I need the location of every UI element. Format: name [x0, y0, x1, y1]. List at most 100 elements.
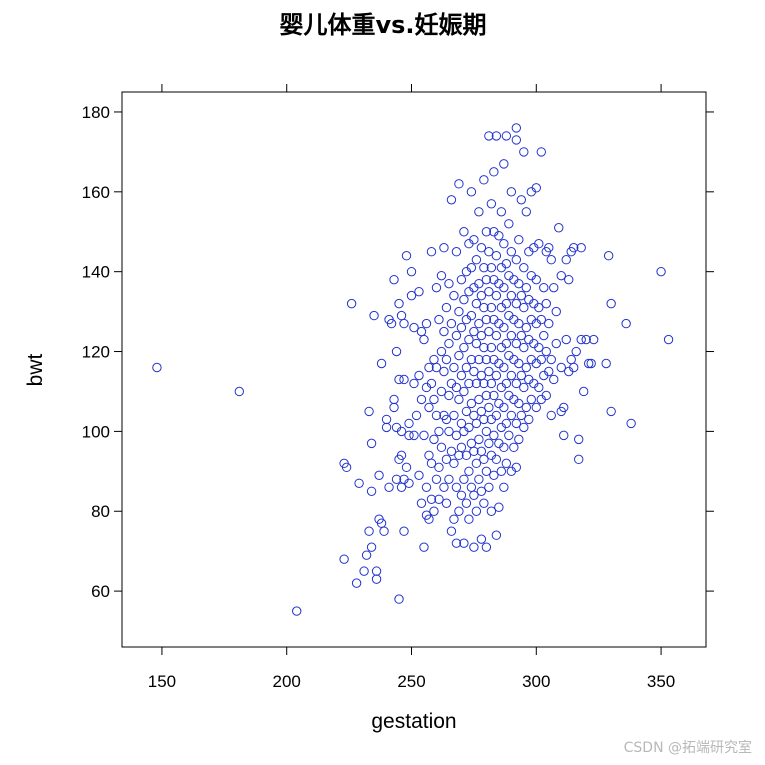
- data-point-124: [451, 330, 462, 341]
- data-point-292: [511, 378, 522, 389]
- data-point-277: [504, 219, 514, 229]
- x-tick-label-350: 350: [647, 672, 675, 691]
- data-point-383: [579, 386, 589, 397]
- data-point-281: [506, 330, 517, 341]
- data-point-86: [431, 282, 442, 293]
- data-point-25: [381, 414, 392, 425]
- data-point-371: [561, 334, 571, 345]
- data-point-282: [506, 290, 517, 301]
- data-point-215: [484, 326, 494, 337]
- data-point-61: [416, 498, 427, 508]
- data-point-239: [491, 330, 502, 341]
- data-point-325: [526, 394, 536, 405]
- chart-title: 婴儿体重vs.妊娠期: [279, 11, 486, 39]
- data-point-169: [469, 366, 479, 377]
- data-point-361: [549, 282, 559, 293]
- data-point-225: [486, 262, 497, 273]
- data-point-148: [461, 362, 472, 373]
- data-point-311: [519, 342, 529, 353]
- data-point-380: [574, 454, 584, 465]
- data-point-387: [588, 334, 599, 345]
- data-point-46: [399, 374, 409, 385]
- data-point-259: [499, 402, 509, 413]
- data-point-313: [519, 262, 529, 273]
- data-point-118: [449, 362, 459, 373]
- data-point-234: [489, 167, 499, 177]
- data-point-346: [536, 147, 546, 157]
- data-point-261: [499, 322, 509, 333]
- data-point-360: [549, 374, 559, 385]
- data-point-378: [571, 346, 581, 357]
- data-point-194: [476, 243, 487, 253]
- data-point-228: [489, 430, 499, 441]
- data-point-5: [341, 462, 352, 473]
- data-point-260: [499, 362, 509, 373]
- data-point-297: [511, 135, 522, 145]
- data-point-117: [449, 410, 459, 421]
- data-point-73: [424, 402, 434, 413]
- data-point-47: [401, 251, 412, 261]
- data-point-10: [361, 550, 372, 560]
- data-point-355: [544, 318, 554, 329]
- data-point-42: [396, 310, 407, 321]
- data-point-9: [359, 566, 369, 576]
- data-point-78: [426, 247, 437, 257]
- data-point-1: [234, 386, 244, 397]
- data-point-368: [559, 402, 569, 413]
- data-point-30: [389, 402, 399, 413]
- data-point-85: [431, 362, 442, 373]
- data-point-298: [514, 434, 524, 445]
- data-point-256: [496, 207, 507, 217]
- data-point-36: [394, 594, 404, 604]
- data-point-34: [391, 346, 402, 357]
- data-point-95: [439, 482, 449, 492]
- data-point-348: [539, 330, 549, 341]
- data-point-88: [434, 462, 444, 473]
- data-point-270: [501, 258, 512, 269]
- data-point-229: [489, 390, 499, 401]
- data-point-163: [466, 262, 477, 273]
- data-point-72: [424, 450, 434, 461]
- data-point-314: [519, 147, 529, 157]
- data-point-207: [481, 354, 492, 365]
- data-point-210: [481, 227, 492, 237]
- data-point-49: [404, 478, 414, 488]
- y-axis-label: bwt: [24, 353, 47, 386]
- data-point-66: [419, 334, 429, 345]
- data-point-379: [574, 434, 584, 445]
- data-point-48: [401, 462, 412, 473]
- data-point-377: [569, 243, 579, 253]
- data-point-3: [339, 554, 349, 564]
- data-point-40: [396, 450, 407, 461]
- data-point-147: [461, 406, 472, 417]
- data-point-272: [504, 430, 514, 441]
- data-point-77: [426, 378, 437, 389]
- data-point-11: [364, 526, 374, 536]
- data-point-269: [501, 298, 512, 309]
- data-point-137: [456, 274, 467, 285]
- data-point-2: [292, 606, 302, 616]
- data-point-351: [541, 346, 551, 357]
- data-point-284: [506, 187, 517, 197]
- data-point-385: [584, 358, 594, 369]
- data-point-60: [414, 370, 424, 381]
- data-point-340: [534, 342, 544, 353]
- data-point-35: [394, 298, 404, 309]
- data-point-341: [534, 302, 544, 313]
- data-point-393: [626, 418, 636, 429]
- data-point-0: [152, 362, 162, 373]
- data-point-91: [436, 442, 447, 453]
- data-point-110: [446, 526, 457, 536]
- data-point-349: [539, 282, 549, 293]
- data-point-94: [436, 270, 447, 281]
- data-point-51: [404, 430, 414, 441]
- x-axis-label: gestation: [371, 710, 456, 733]
- data-point-23: [379, 526, 389, 536]
- data-point-294: [511, 298, 522, 309]
- data-point-391: [606, 298, 616, 309]
- data-point-258: [499, 442, 509, 453]
- data-point-389: [603, 251, 614, 261]
- data-point-316: [521, 362, 532, 373]
- data-point-41: [396, 426, 407, 437]
